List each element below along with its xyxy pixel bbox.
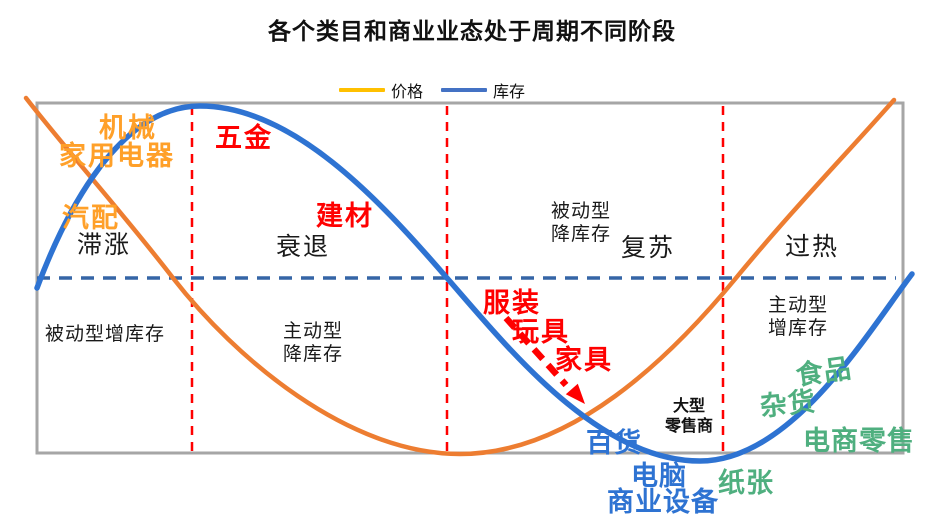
- legend-item-price: 价格: [338, 78, 423, 102]
- category-auto-parts: 汽配: [62, 203, 120, 233]
- category-machinery: 机械: [99, 113, 157, 143]
- price-line-swatch: [338, 88, 385, 92]
- category-computers: 电脑: [631, 461, 687, 491]
- stage-active-destock: 主动型 降库存: [283, 321, 344, 366]
- stage-passive-restock: 被动型增库存: [45, 324, 166, 345]
- category-furniture: 家具: [555, 345, 613, 375]
- category-building-materials: 建材: [316, 201, 374, 231]
- category-paper: 纸张: [718, 468, 774, 498]
- category-department-stores: 百货: [586, 428, 642, 458]
- stage-active-restock: 主动型 增库存: [768, 295, 829, 340]
- legend-item-inventory: 库存: [441, 78, 525, 102]
- category-ecommerce-retail: 电商零售: [803, 426, 915, 456]
- phase-recession: 衰退: [276, 233, 331, 261]
- category-groceries: 杂货: [758, 386, 818, 422]
- legend: 价格 库存: [0, 78, 904, 102]
- phase-recovery: 复苏: [621, 234, 676, 262]
- trend-arrow-head: [565, 383, 585, 404]
- category-home-appliances: 家用电器: [59, 141, 175, 171]
- category-large-retailers: 大型 零售商: [664, 398, 713, 435]
- stage-passive-destock: 被动型 降库存: [551, 201, 612, 246]
- category-toys: 玩具: [512, 317, 570, 347]
- legend-label-price: 价格: [390, 84, 423, 101]
- category-commercial-equipment: 商业设备: [607, 487, 719, 517]
- trend-arrow-shaft: [503, 315, 569, 388]
- category-hardware: 五金: [215, 123, 273, 153]
- legend-label-inventory: 库存: [493, 84, 526, 101]
- phase-stagflation: 滞涨: [77, 231, 132, 259]
- page-title: 各个类目和商业业态处于周期不同阶段: [268, 18, 676, 44]
- category-apparel: 服装: [483, 288, 541, 318]
- phase-overheat: 过热: [785, 233, 840, 261]
- inventory-curve: [34, 103, 915, 464]
- price-curve: [23, 95, 897, 457]
- inventory-line-swatch: [441, 88, 487, 92]
